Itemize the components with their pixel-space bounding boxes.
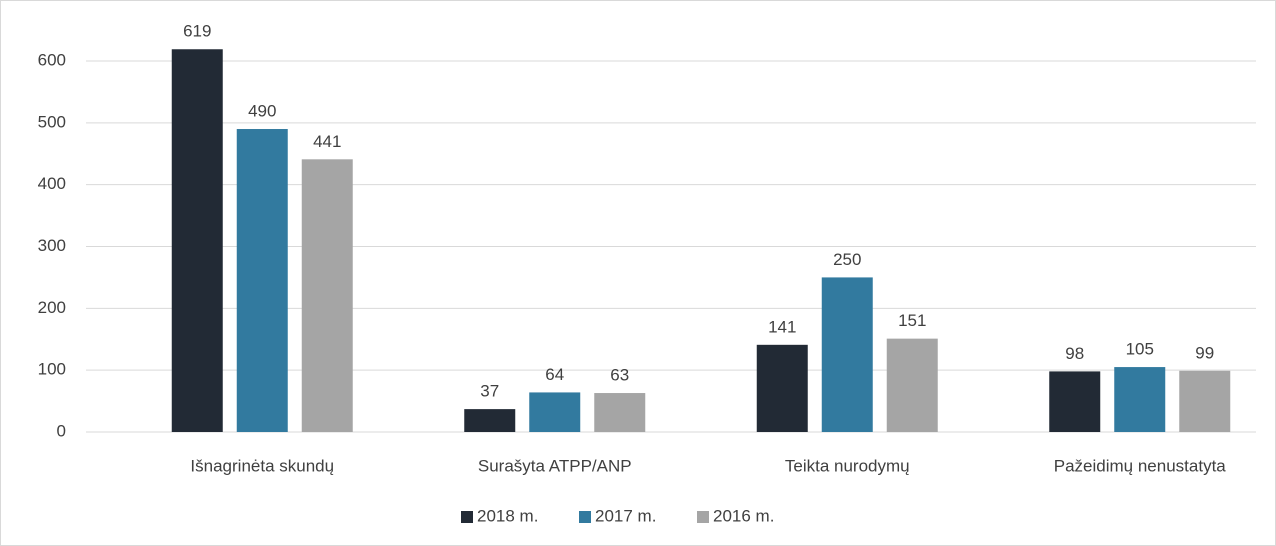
y-tick-label: 0 [57, 421, 66, 440]
data-label: 63 [610, 366, 629, 385]
data-label: 141 [768, 317, 796, 336]
bar [529, 392, 581, 432]
bar [1114, 367, 1166, 432]
data-label: 99 [1195, 343, 1214, 362]
bar [594, 393, 646, 432]
legend-label: 2018 m. [477, 506, 538, 525]
bar [171, 49, 223, 432]
y-tick-label: 600 [38, 50, 66, 69]
data-label: 37 [480, 382, 499, 401]
bar [886, 338, 938, 432]
y-tick-label: 300 [38, 236, 66, 255]
legend-swatch [697, 511, 709, 523]
x-tick-label: Teikta nurodymų [785, 456, 910, 475]
bar [1049, 371, 1101, 432]
data-label: 441 [313, 132, 341, 151]
x-tick-label: Išnagrinėta skundų [190, 456, 334, 475]
legend-swatch [461, 511, 473, 523]
data-label: 619 [183, 22, 211, 41]
bar [821, 277, 873, 432]
data-label: 105 [1126, 340, 1154, 359]
x-tick-label: Surašyta ATPP/ANP [478, 456, 632, 475]
data-label: 250 [833, 250, 861, 269]
x-tick-label: Pažeidimų nenustatyta [1054, 456, 1227, 475]
data-label: 490 [248, 102, 276, 121]
legend-label: 2017 m. [595, 506, 656, 525]
data-label: 64 [545, 365, 564, 384]
y-tick-label: 200 [38, 298, 66, 317]
bar [756, 344, 808, 432]
y-tick-label: 100 [38, 360, 66, 379]
bar [236, 129, 288, 432]
bar [301, 159, 353, 432]
legend-label: 2016 m. [713, 506, 774, 525]
data-label: 98 [1065, 344, 1084, 363]
y-tick-label: 500 [38, 112, 66, 131]
data-label: 151 [898, 311, 926, 330]
y-tick-label: 400 [38, 174, 66, 193]
bar [1179, 370, 1231, 432]
bar [464, 409, 516, 432]
legend-swatch [579, 511, 591, 523]
